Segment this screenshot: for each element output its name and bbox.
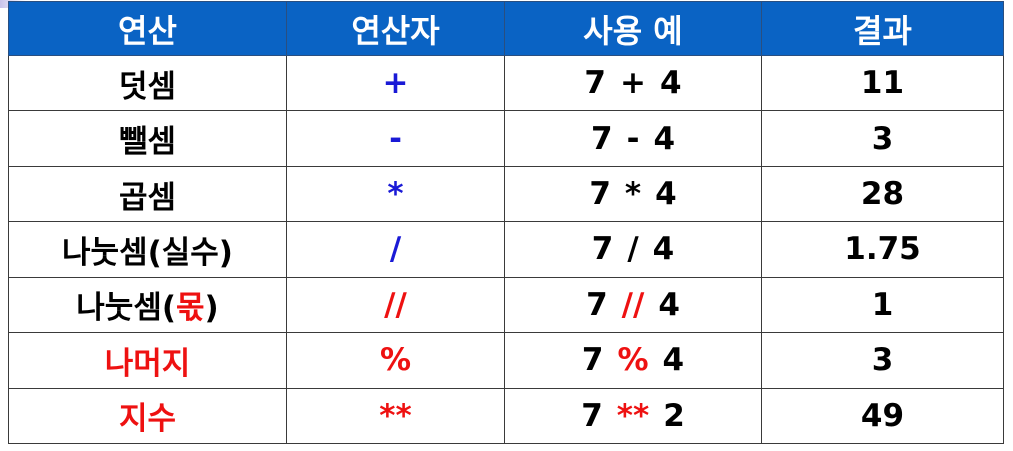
- operator-symbol: -: [286, 110, 505, 167]
- example-right: 4: [659, 65, 682, 102]
- example-left: 7: [581, 397, 603, 434]
- example-left: 7: [590, 120, 613, 157]
- header-operation: 연산: [8, 1, 287, 56]
- operator-symbol: /: [286, 221, 505, 278]
- operation-name: 곱셈: [8, 165, 287, 223]
- table-row: 나머지 % 7% 4 3: [8, 332, 1004, 389]
- example-operator: %: [617, 342, 649, 379]
- table-header-row: 연산 연산자 사용 예 결과: [8, 1, 1004, 56]
- example-operator: /: [627, 231, 639, 268]
- result-value: 28: [761, 165, 1004, 223]
- usage-example: 7 * 4: [504, 165, 762, 223]
- operation-name: 나눗셈(실수): [8, 221, 287, 278]
- usage-example: 7 / 4: [504, 221, 762, 278]
- usage-example: 7 +4: [504, 54, 762, 112]
- operator-symbol: **: [286, 387, 505, 445]
- table-row: 지수 ** 7 ** 2 49: [8, 387, 1004, 445]
- example-left: 7: [581, 342, 604, 379]
- operation-name-prefix: 나눗셈(: [76, 290, 177, 327]
- operation-name: 지수: [8, 387, 287, 445]
- usage-example: 7-4: [504, 110, 762, 167]
- usage-example: 7 ** 2: [504, 387, 762, 445]
- operator-symbol: *: [286, 165, 505, 223]
- example-operator: +: [620, 65, 646, 102]
- result-value: 1: [761, 276, 1004, 334]
- example-left: 7: [591, 231, 614, 268]
- result-value: 49: [761, 387, 1004, 445]
- result-value: 11: [761, 54, 1004, 112]
- table-row: 뺄셈 - 7-4 3: [8, 110, 1004, 167]
- operator-symbol: +: [286, 54, 505, 112]
- header-usage-example: 사용 예: [504, 1, 762, 56]
- operator-table-container: 연산 연산자 사용 예 결과 덧셈 + 7 +4 11 뺄셈 - 7-4 3 곱셈: [8, 1, 1004, 445]
- example-operator: //: [621, 286, 645, 323]
- example-operator: *: [624, 176, 642, 213]
- operation-name: 덧셈: [8, 54, 287, 112]
- usage-example: 7% 4: [504, 332, 762, 389]
- operation-name: 나눗셈(몫): [8, 276, 287, 334]
- result-value: 1.75: [761, 221, 1004, 278]
- table-row: 곱셈 * 7 * 4 28: [8, 165, 1004, 223]
- table-row: 덧셈 + 7 +4 11: [8, 54, 1004, 112]
- example-right: 4: [653, 120, 676, 157]
- example-operator: -: [626, 120, 640, 157]
- operator-symbol: %: [286, 332, 505, 389]
- header-operator: 연산자: [286, 1, 505, 56]
- table-row: 나눗셈(실수) / 7 / 4 1.75: [8, 221, 1004, 278]
- operator-table: 연산 연산자 사용 예 결과 덧셈 + 7 +4 11 뺄셈 - 7-4 3 곱셈: [8, 1, 1004, 445]
- usage-example: 7 // 4: [504, 276, 762, 334]
- result-value: 3: [761, 332, 1004, 389]
- example-right: 4: [662, 342, 685, 379]
- result-value: 3: [761, 110, 1004, 167]
- example-right: 2: [663, 397, 685, 434]
- operation-name: 나머지: [8, 332, 287, 389]
- operation-name-suffix: ): [204, 290, 219, 327]
- example-operator: **: [616, 397, 650, 434]
- example-right: 4: [655, 176, 677, 213]
- example-left: 7: [589, 176, 611, 213]
- operation-name-highlight: 몫: [176, 290, 205, 327]
- example-right: 4: [652, 231, 675, 268]
- header-result: 결과: [761, 1, 1004, 56]
- table-row: 나눗셈(몫) // 7 // 4 1: [8, 276, 1004, 334]
- example-left: 7: [586, 286, 608, 323]
- example-left: 7: [584, 65, 606, 102]
- operator-symbol: //: [286, 276, 505, 334]
- operation-name: 뺄셈: [8, 110, 287, 167]
- example-right: 4: [658, 286, 680, 323]
